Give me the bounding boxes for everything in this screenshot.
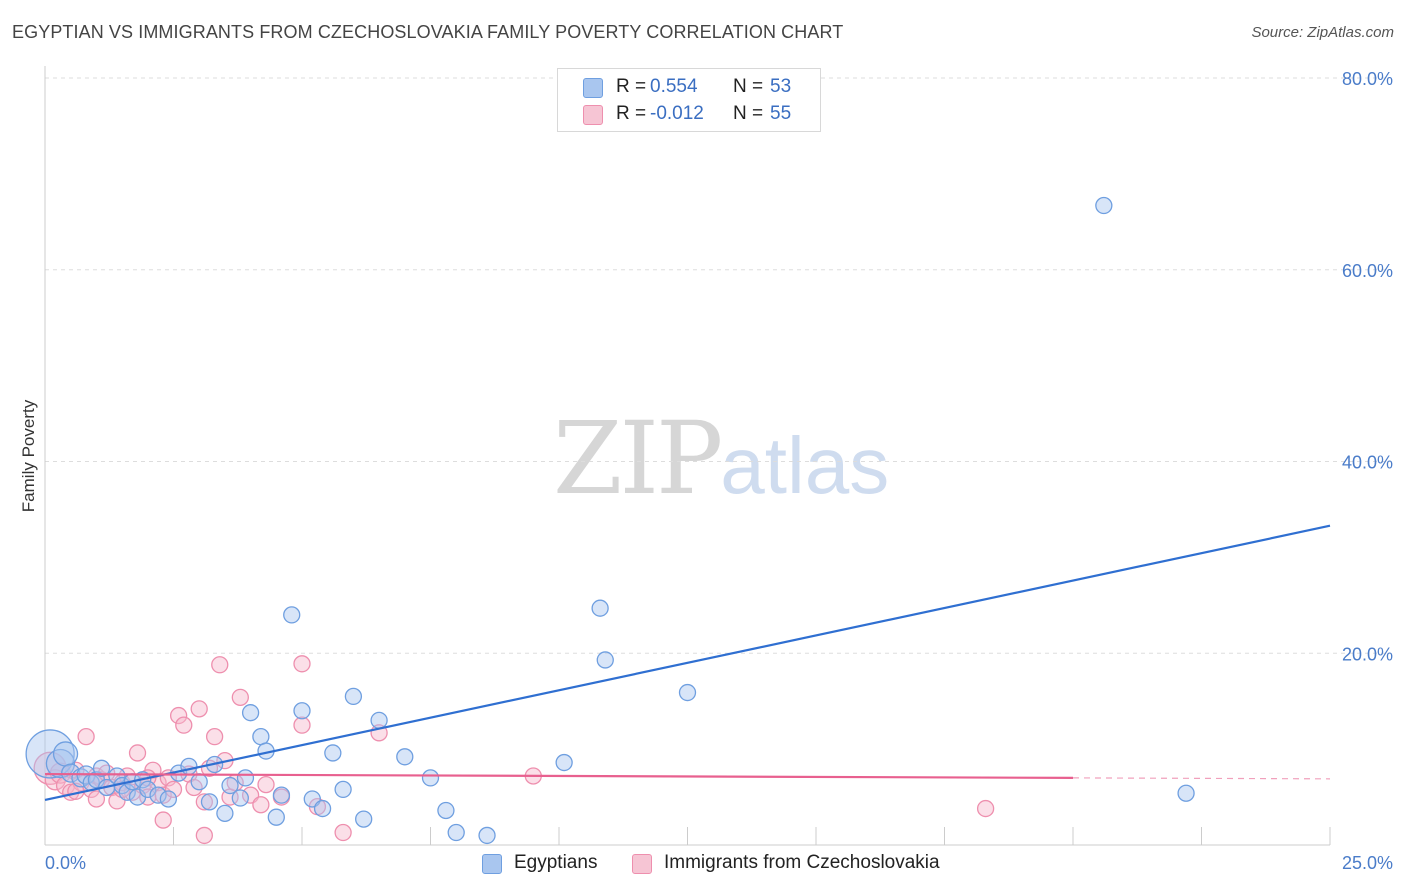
y-tick-label: 80.0%	[1342, 69, 1393, 89]
egyptians-point	[293, 702, 311, 720]
legend-swatch-blue	[583, 78, 603, 98]
n-value: 55	[770, 103, 792, 124]
egyptians-point	[241, 704, 260, 722]
y-tick-label: 60.0%	[1342, 261, 1393, 281]
czechoslovakia-point	[252, 796, 270, 814]
czechoslovakia-point	[77, 728, 95, 746]
egyptians-trend-line	[44, 524, 1331, 802]
czechoslovakia-point	[190, 700, 208, 718]
egyptians-point	[334, 780, 352, 799]
legend-swatch-pink	[583, 105, 603, 125]
r-label: R =	[616, 76, 647, 97]
correlation-legend: R = 0.554 N = 53 R = -0.012 N = 55	[557, 68, 821, 132]
n-label: N =	[733, 103, 764, 124]
czechoslovakia-point	[211, 656, 229, 674]
series-legend: Egyptians Immigrants from Czechoslovakia	[0, 852, 1406, 878]
czechoslovakia-point	[169, 706, 188, 725]
egyptians-point	[52, 741, 79, 767]
egyptians-point	[200, 793, 219, 811]
egyptians-point	[139, 780, 157, 799]
egyptians-point	[149, 786, 167, 804]
czechoslovakia-point	[976, 799, 995, 818]
egyptians-point	[159, 790, 178, 808]
r-value: 0.554	[650, 76, 698, 97]
egyptians-point	[313, 799, 332, 818]
egyptians-point	[118, 783, 136, 801]
czechoslovakia-trend-line	[44, 772, 1074, 779]
egyptians-point	[437, 801, 455, 820]
czechoslovakia-point	[175, 716, 193, 734]
egyptians-point	[324, 744, 342, 762]
egyptians-point	[1177, 784, 1195, 802]
r-label: R =	[616, 103, 647, 124]
egyptians-point	[447, 823, 465, 842]
egyptians-point	[236, 769, 255, 787]
egyptians-point	[555, 753, 573, 772]
egyptians-point	[216, 804, 234, 823]
czechoslovakia-point	[231, 688, 249, 707]
x-tick-label: 0.0%	[45, 853, 86, 873]
czechoslovakia-point	[195, 793, 213, 811]
y-tick-label: 20.0%	[1342, 644, 1393, 664]
n-label: N =	[733, 76, 764, 97]
egyptians-point	[678, 683, 697, 702]
legend-swatch-blue	[482, 854, 502, 874]
czechoslovakia-point	[205, 728, 224, 746]
czechoslovakia-point	[195, 826, 213, 845]
watermark-zip: ZIP	[553, 400, 723, 517]
egyptians-point	[478, 826, 496, 845]
czechoslovakia-point	[87, 790, 106, 808]
legend-swatch-pink	[632, 854, 652, 874]
watermark-atlas: atlas	[720, 421, 890, 510]
czechoslovakia-point	[257, 775, 275, 794]
legend-label: Immigrants from Czechoslovakia	[664, 852, 940, 873]
egyptians-point	[272, 786, 291, 804]
egyptians-point	[591, 599, 609, 617]
legend-row-czechoslovakia: R = -0.012 N = 55	[558, 101, 820, 127]
egyptians-point	[267, 808, 285, 826]
egyptians-point	[355, 810, 373, 828]
y-tick-label: 40.0%	[1342, 453, 1393, 473]
egyptians-point	[221, 776, 239, 795]
egyptians-point	[370, 711, 388, 730]
egyptians-point	[596, 651, 614, 669]
egyptians-point	[190, 773, 208, 791]
source-label: Source: ZipAtlas.com	[1251, 24, 1394, 41]
n-value: 53	[770, 76, 792, 97]
y-axis-label: Family Poverty	[19, 399, 38, 512]
czechoslovakia-point	[334, 823, 352, 842]
watermark: ZIPatlas	[553, 400, 889, 517]
czechoslovakia-point	[128, 744, 147, 762]
r-value: -0.012	[650, 103, 704, 124]
egyptians-point	[180, 757, 198, 776]
czechoslovakia-point	[164, 780, 183, 799]
legend-row-egyptians: R = 0.554 N = 53	[558, 74, 820, 100]
legend-label: Egyptians	[514, 852, 598, 873]
czechoslovakia-point	[293, 716, 311, 734]
x-tick-label: 25.0%	[1342, 853, 1393, 873]
egyptians-point	[231, 789, 249, 807]
chart-title: EGYPTIAN VS IMMIGRANTS FROM CZECHOSLOVAK…	[12, 22, 844, 42]
egyptians-point	[283, 606, 301, 624]
czechoslovakia-trend-extension	[1072, 777, 1331, 780]
egyptians-point	[252, 728, 270, 746]
czechoslovakia-point	[293, 655, 311, 673]
egyptians-point	[396, 748, 414, 766]
egyptians-point	[1095, 196, 1113, 215]
egyptians-point	[344, 687, 363, 706]
czechoslovakia-point	[154, 811, 172, 829]
egyptians-point	[92, 759, 111, 777]
egyptians-point	[421, 769, 440, 787]
